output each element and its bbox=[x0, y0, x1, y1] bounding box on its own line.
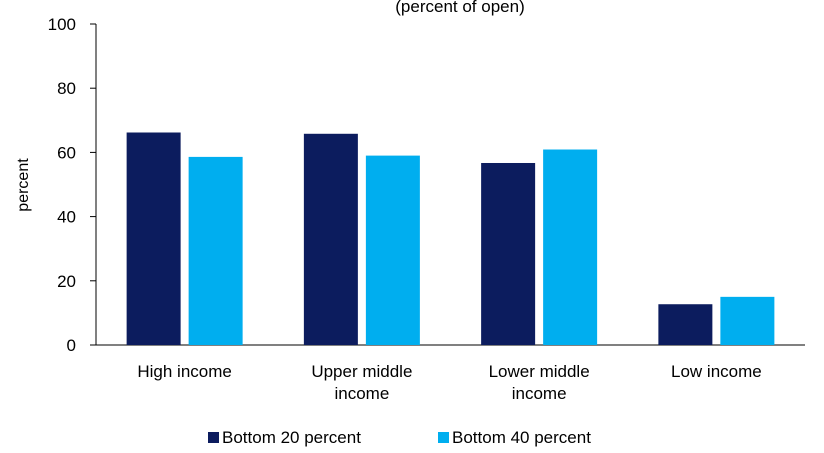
plot-area: 0 20 40 60 80 100 High income Upper middle incom… bbox=[48, 15, 805, 403]
y-axis-label: percent bbox=[15, 158, 32, 212]
y-tick-label: 80 bbox=[57, 79, 76, 98]
y-tick-label: 20 bbox=[57, 272, 76, 291]
bar-series-1 bbox=[481, 162, 536, 345]
x-category-label: Upper middle bbox=[311, 362, 412, 381]
y-tick-label: 0 bbox=[67, 336, 76, 355]
legend-swatch-2 bbox=[438, 432, 449, 443]
bar-series-1 bbox=[658, 304, 713, 345]
y-tick-label: 40 bbox=[57, 208, 76, 227]
bar-series-2 bbox=[543, 149, 598, 345]
y-tick-label: 60 bbox=[57, 143, 76, 162]
legend-label: Bottom 40 percent bbox=[452, 428, 591, 447]
x-category-label: High income bbox=[137, 362, 232, 381]
bar-series-1 bbox=[126, 132, 181, 345]
x-category-label: income bbox=[512, 384, 567, 403]
legend: Bottom 20 percent Bottom 40 percent bbox=[208, 428, 591, 447]
legend-swatch-1 bbox=[208, 432, 219, 443]
x-category-label: Lower middle bbox=[489, 362, 590, 381]
x-category-label: income bbox=[334, 384, 389, 403]
legend-label: Bottom 20 percent bbox=[222, 428, 361, 447]
x-category-label: Low income bbox=[671, 362, 762, 381]
bar-series-2 bbox=[720, 296, 775, 345]
bar-series-2 bbox=[365, 155, 420, 345]
chart-title: (percent of open) bbox=[395, 0, 524, 16]
bar-series-1 bbox=[303, 133, 358, 345]
y-tick-label: 100 bbox=[48, 15, 76, 34]
bar-series-2 bbox=[188, 156, 243, 345]
